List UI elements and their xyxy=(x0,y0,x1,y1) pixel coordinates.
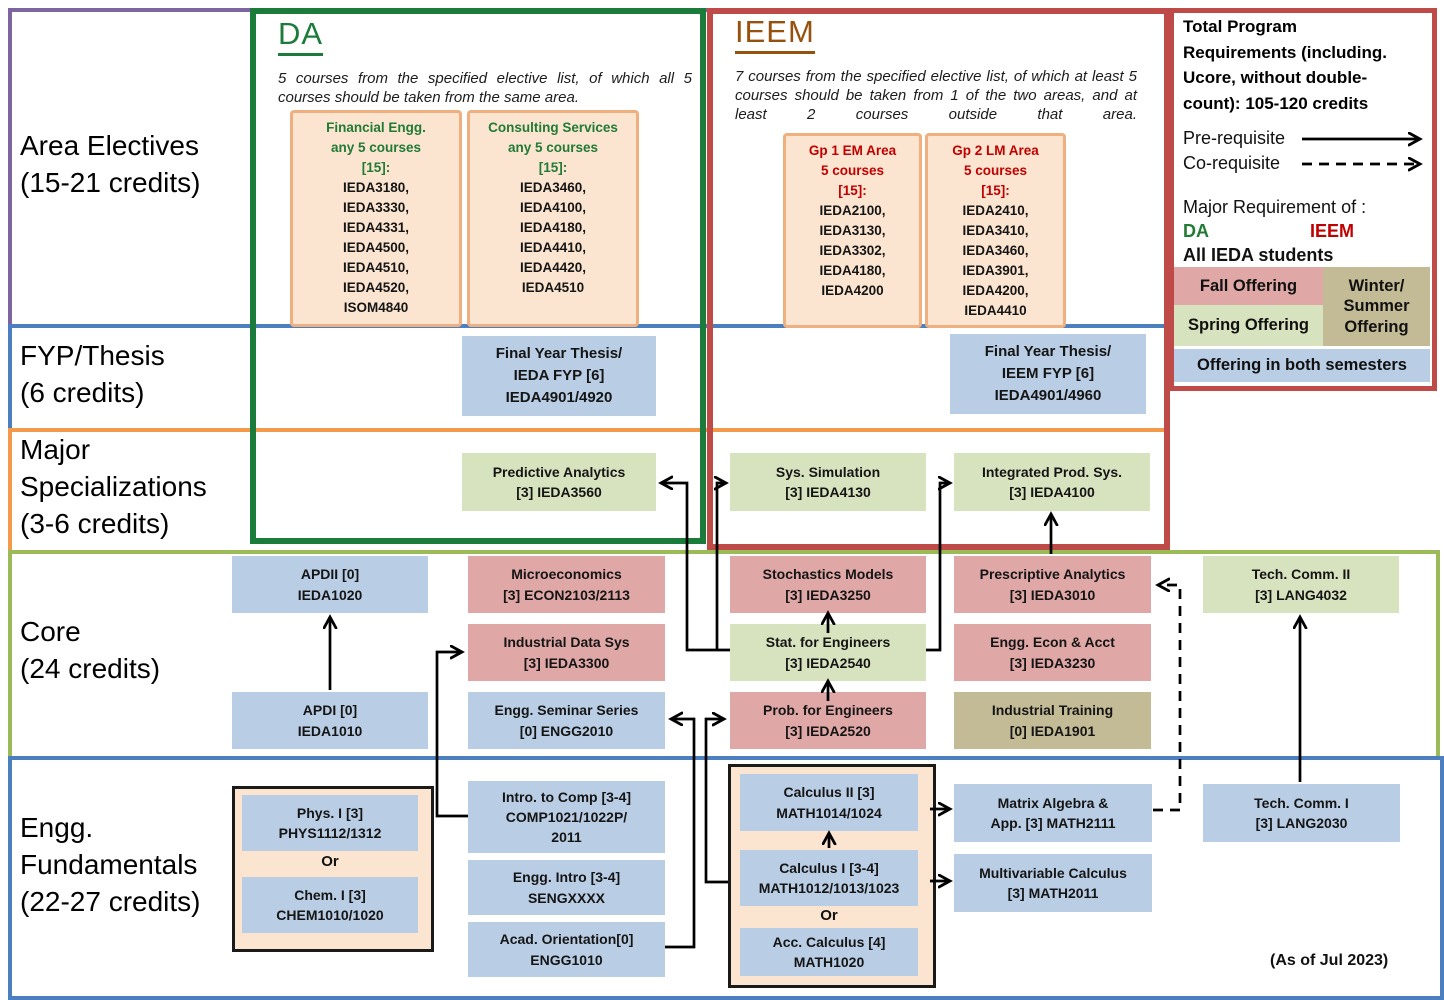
legend-both-semesters-offering: Offering in both semesters xyxy=(1174,349,1430,382)
calculus-or-label: Or xyxy=(820,907,838,924)
course-acad-orientation: Acad. Orientation[0] ENGG1010 xyxy=(468,922,665,977)
elective-group-header: Financial Engg. any 5 courses [15]: xyxy=(326,120,426,175)
course-chem-1: Chem. I [3] CHEM1010/1020 xyxy=(242,877,418,933)
course-matrix-algebra: Matrix Algebra & App. [3] MATH2111 xyxy=(954,784,1152,842)
course-microeconomics: Microeconomics [3] ECON2103/2113 xyxy=(468,556,665,613)
major-specializations-label: Major Specializations (3-6 credits) xyxy=(20,434,207,539)
course-phys-1: Phys. I [3] PHYS1112/1312 xyxy=(242,795,418,851)
course-prob-for-engineers: Prob. for Engineers [3] IEDA2520 xyxy=(730,692,926,749)
course-multivariable-calculus: Multivariable Calculus [3] MATH2011 xyxy=(954,854,1152,912)
course-tech-comm-1: Tech. Comm. I [3] LANG2030 xyxy=(1203,784,1400,842)
course-calculus-1: Calculus I [3-4] MATH1012/1013/1023 xyxy=(740,850,918,906)
ieem-gp1-em-electives: Gp 1 EM Area 5 courses [15]: IEDA2100, I… xyxy=(783,133,922,328)
elective-group-header: Gp 2 LM Area 5 courses [15]: xyxy=(952,143,1039,198)
course-prescriptive-analytics: Prescriptive Analytics [3] IEDA3010 xyxy=(954,556,1151,613)
as-of-date: (As of Jul 2023) xyxy=(1270,952,1389,969)
da-consulting-services-electives: Consulting Services any 5 courses [15]: … xyxy=(467,110,639,327)
fyp-label: FYP/Thesis (6 credits) xyxy=(20,340,165,408)
ieem-title: IEEM xyxy=(735,14,815,54)
ieem-description: 7 courses from the specified elective li… xyxy=(735,68,1137,123)
da-financial-engg-electives: Financial Engg. any 5 courses [15]: IEDA… xyxy=(290,110,462,327)
legend-title: Total Program Requirements (including. U… xyxy=(1183,17,1388,113)
legend-prerequisite-label: Pre-requisite xyxy=(1183,128,1286,148)
course-intro-to-comp: Intro. to Comp [3-4] COMP1021/1022P/ 201… xyxy=(468,781,665,853)
course-predictive-analytics: Predictive Analytics [3] IEDA3560 xyxy=(462,453,656,511)
legend-major-requirement-label: Major Requirement of : xyxy=(1183,197,1367,217)
course-integrated-prod-sys: Integrated Prod. Sys. [3] IEDA4100 xyxy=(954,453,1150,511)
elective-group-courses: IEDA3460, IEDA4100, IEDA4180, IEDA4410, … xyxy=(519,180,587,295)
course-stochastics-models: Stochastics Models [3] IEDA3250 xyxy=(730,556,926,613)
da-major-container xyxy=(250,8,706,544)
phys-chem-or-label: Or xyxy=(321,853,339,870)
course-engg-econ-acct: Engg. Econ & Acct [3] IEDA3230 xyxy=(954,624,1151,681)
elective-group-courses: IEDA2410, IEDA3410, IEDA3460, IEDA3901, … xyxy=(962,203,1029,318)
legend-spring-offering: Spring Offering xyxy=(1174,305,1323,346)
course-apdi: APDI [0] IEDA1010 xyxy=(232,692,428,749)
course-tech-comm-2: Tech. Comm. II [3] LANG4032 xyxy=(1203,556,1399,613)
legend-fall-offering: Fall Offering xyxy=(1174,267,1323,305)
course-engg-seminar-series: Engg. Seminar Series [0] ENGG2010 xyxy=(468,692,665,749)
elective-group-header: Gp 1 EM Area 5 courses [15]: xyxy=(808,143,897,198)
engg-fundamentals-label: Engg. Fundamentals (22-27 credits) xyxy=(20,812,201,917)
legend-corequisite-label: Co-requisite xyxy=(1183,153,1281,173)
course-industrial-training: Industrial Training [0] IEDA1901 xyxy=(954,692,1151,749)
elective-group-courses: IEDA3180, IEDA3330, IEDA4331, IEDA4500, … xyxy=(342,180,410,315)
da-title: DA xyxy=(278,16,324,56)
course-acc-calculus: Acc. Calculus [4] MATH1020 xyxy=(740,928,918,976)
course-calculus-2: Calculus II [3] MATH1014/1024 xyxy=(740,774,918,831)
legend-da-label: DA xyxy=(1183,221,1209,241)
legend-ieem-label: IEEM xyxy=(1310,221,1355,241)
core-label: Core (24 credits) xyxy=(20,616,161,684)
elective-group-header: Consulting Services any 5 courses [15]: xyxy=(488,120,618,175)
course-industrial-data-sys: Industrial Data Sys [3] IEDA3300 xyxy=(468,624,665,681)
area-electives-label: Area Electives (15-21 credits) xyxy=(20,130,201,198)
elective-group-courses: IEDA2100, IEDA3130, IEDA3302, IEDA4180, … xyxy=(819,203,886,298)
legend-all-ieda-label: All IEDA students xyxy=(1183,245,1334,265)
course-sys-simulation: Sys. Simulation [3] IEDA4130 xyxy=(730,453,926,511)
legend-winter-summer-offering: Winter/ Summer Offering xyxy=(1323,267,1430,346)
course-fyp-ieem: Final Year Thesis/ IEEM FYP [6] IEDA4901… xyxy=(950,334,1146,414)
course-apdii: APDII [0] IEDA1020 xyxy=(232,556,428,613)
ieem-gp2-lm-electives: Gp 2 LM Area 5 courses [15]: IEDA2410, I… xyxy=(925,133,1066,328)
course-fyp-da: Final Year Thesis/ IEDA FYP [6] IEDA4901… xyxy=(462,336,656,416)
da-description: 5 courses from the specified elective li… xyxy=(278,70,692,106)
course-engg-intro: Engg. Intro [3-4] SENGXXXX xyxy=(468,860,665,915)
course-stat-for-engineers: Stat. for Engineers [3] IEDA2540 xyxy=(730,624,926,681)
